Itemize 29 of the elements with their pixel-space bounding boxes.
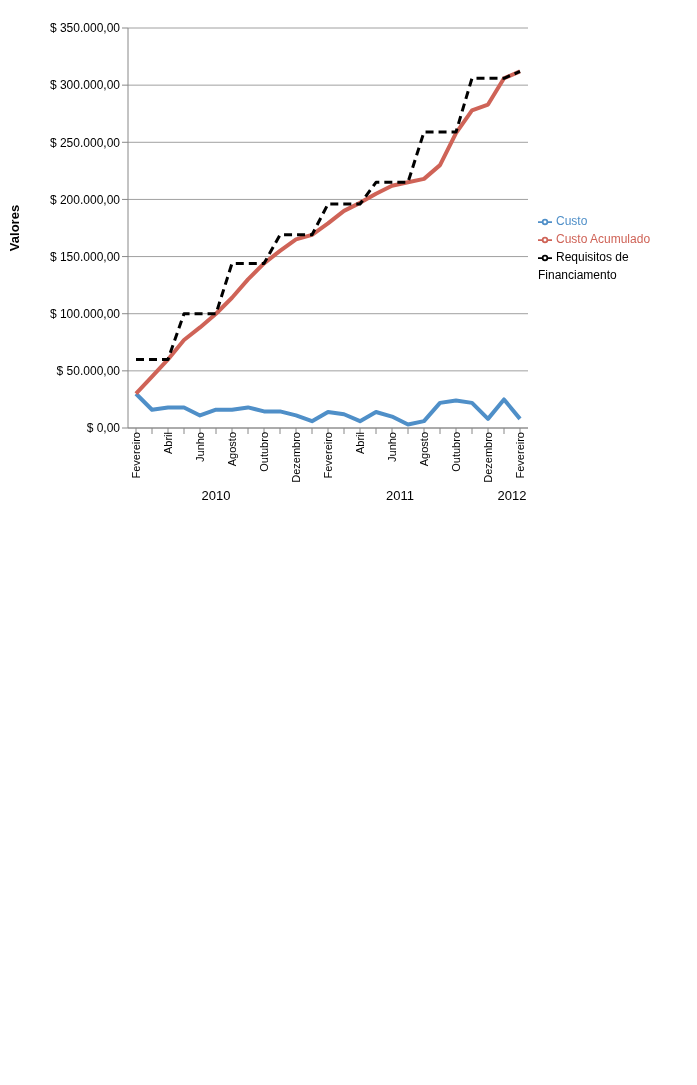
y-tick-label: $ 100.000,00 xyxy=(49,306,121,321)
x-tick-label: Abril xyxy=(161,432,174,455)
x-tick-label: Fevereiro xyxy=(513,432,526,479)
y-tick-label: $ 0,00 xyxy=(86,421,121,436)
text: 2012 xyxy=(496,488,528,503)
x-tick-label: Fevereiro xyxy=(321,432,334,479)
x-tick-label: Fevereiro xyxy=(129,432,142,479)
x-tick-label: Junho xyxy=(385,432,398,462)
y-tick-label: $ 150.000,00 xyxy=(49,249,121,264)
text: 2011 xyxy=(385,488,415,503)
y-tick-label: $ 50.000,00 xyxy=(56,364,121,379)
x-tick-label: Junho xyxy=(193,432,206,462)
x-tick-label: Abril xyxy=(353,432,366,455)
legend-label: Custo xyxy=(556,214,588,228)
legend-label: Custo Acumulado xyxy=(556,232,651,246)
x-tick-label: Outubro xyxy=(257,432,270,472)
x-tick-label: Agosto xyxy=(417,432,430,467)
y-tick-label: $ 350.000,00 xyxy=(49,21,121,36)
y-tick-label: $ 200.000,00 xyxy=(49,192,121,207)
x-tick-label: Dezembro xyxy=(289,432,302,483)
y-tick-label: $ 300.000,00 xyxy=(49,78,121,93)
x-tick-label: Dezembro xyxy=(481,432,494,483)
line-series xyxy=(134,391,522,427)
x-tick-label: Outubro xyxy=(449,432,462,472)
text: 2010 xyxy=(200,488,232,503)
y-axis-title: Valores xyxy=(6,204,22,252)
x-tick-label: Agosto xyxy=(225,432,238,467)
y-tick-label: $ 250.000,00 xyxy=(49,135,121,150)
legend-label: Requisitos de Financiamento xyxy=(538,250,629,282)
